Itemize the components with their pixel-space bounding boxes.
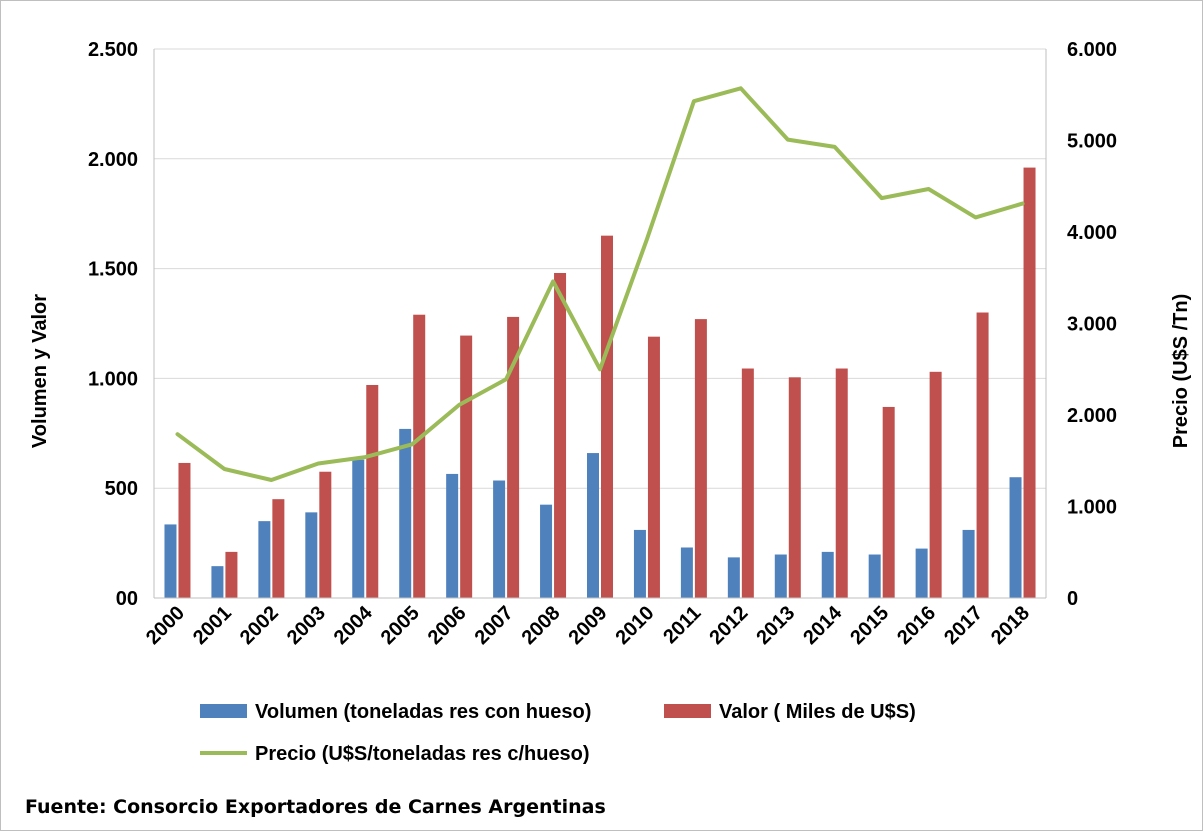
bar-volumen — [868, 554, 881, 598]
x-tick-label: 2014 — [799, 601, 847, 649]
bar-valor — [647, 336, 660, 598]
x-tick-label: 2006 — [424, 602, 471, 649]
x-tick-label: 2009 — [565, 602, 612, 649]
bar-volumen — [305, 512, 318, 598]
bar-valor — [319, 471, 332, 598]
legend-swatch-valor — [664, 704, 711, 718]
bar-volumen — [446, 473, 459, 598]
bar-volumen — [774, 554, 787, 598]
x-tick-label: 2003 — [283, 602, 330, 649]
bar-valor — [460, 335, 473, 598]
x-tick-label: 2010 — [611, 602, 658, 649]
y2-tick-label: 2.000 — [1067, 405, 1117, 427]
bar-volumen — [1009, 477, 1022, 598]
x-tick-label: 2016 — [893, 602, 940, 649]
bar-valor — [413, 314, 426, 598]
legend-swatch-volumen — [200, 704, 247, 718]
x-tick-label: 2001 — [189, 602, 236, 649]
x-tick-label: 2011 — [659, 602, 705, 648]
bar-valor — [178, 462, 191, 598]
bar-volumen — [821, 551, 834, 598]
bar-volumen — [540, 504, 553, 598]
bar-volumen — [727, 557, 740, 598]
source-note: Fuente: Consorcio Exportadores de Carnes… — [25, 796, 606, 818]
x-tick-label: 2007 — [471, 602, 518, 649]
bar-volumen — [962, 529, 975, 598]
bar-valor — [694, 319, 707, 598]
bar-volumen — [633, 529, 646, 598]
axes — [153, 49, 1047, 599]
y-tick-label: 2.500 — [88, 39, 138, 61]
series-line-precio — [175, 86, 1025, 482]
bar-valor — [507, 316, 520, 598]
bar-valor — [225, 551, 238, 598]
x-tick-label: 2012 — [705, 602, 752, 649]
bar-valor — [741, 368, 754, 598]
bar-volumen — [258, 521, 271, 598]
bar-volumen — [164, 524, 177, 598]
x-tick-label: 2015 — [846, 602, 893, 649]
x-tick-label: 2002 — [236, 602, 283, 649]
x-tick-label: 2013 — [752, 602, 799, 649]
bar-volumen — [211, 566, 224, 598]
y2-tick-label: 6.000 — [1067, 39, 1117, 61]
bar-valor — [554, 272, 567, 598]
bar-volumen — [915, 548, 928, 598]
bar-valor — [1023, 167, 1036, 599]
bar-valor — [976, 312, 989, 598]
bar-volumen — [680, 547, 693, 598]
bar-valor — [929, 371, 942, 598]
x-tick-label: 2005 — [377, 602, 424, 649]
y-tick-label: 500 — [105, 478, 138, 500]
bar-volumen — [493, 480, 506, 598]
legend-label-precio: Precio (U$S/toneladas res c/hueso) — [255, 743, 590, 765]
price-line — [175, 86, 1025, 482]
y-tick-label: 1.500 — [88, 259, 138, 281]
legend-label-volumen: Volumen (toneladas res con hueso) — [255, 701, 591, 723]
x-tick-label: 2000 — [142, 602, 189, 649]
x-tick-label: 2004 — [330, 601, 378, 649]
y2-tick-label: 4.000 — [1067, 222, 1117, 244]
x-tick-label: 2008 — [518, 602, 565, 649]
y-tick-label: 1.000 — [88, 368, 138, 390]
y-axis-title: Volumen y Valor — [29, 294, 51, 448]
y-tick-label: 2.000 — [88, 149, 138, 171]
bar-volumen — [399, 428, 412, 598]
y2-tick-label: 0 — [1067, 588, 1078, 610]
gridlines — [154, 48, 1046, 489]
y2-tick-label: 1.000 — [1067, 497, 1117, 519]
bar-marks — [164, 167, 1036, 599]
x-tick-label: 2018 — [987, 602, 1034, 649]
bar-valor — [272, 499, 285, 598]
bar-valor — [366, 384, 379, 598]
bar-valor — [835, 368, 848, 598]
y2-tick-label: 5.000 — [1067, 131, 1117, 153]
bar-valor — [788, 377, 801, 598]
y2-axis-title: Precio (U$S /Tn) — [1170, 294, 1192, 448]
y2-tick-label: 3.000 — [1067, 314, 1117, 336]
bar-volumen — [587, 453, 599, 598]
legend: Volumen (toneladas res con hueso) Valor … — [200, 701, 916, 765]
bar-valor — [882, 406, 895, 598]
y-tick-label: 00 — [116, 588, 138, 610]
bar-valor — [601, 235, 613, 598]
legend-label-valor: Valor ( Miles de U$S) — [719, 701, 916, 723]
x-tick-label: 2017 — [940, 602, 987, 649]
bar-volumen — [352, 459, 365, 598]
